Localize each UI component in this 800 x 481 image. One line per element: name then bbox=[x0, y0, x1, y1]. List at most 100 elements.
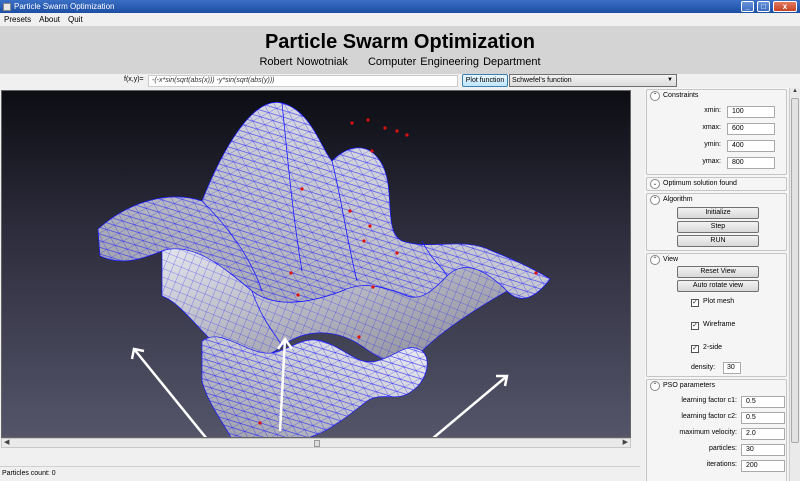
chevron-up-icon: ⌃ bbox=[650, 195, 660, 205]
surface-ridge-lines bbox=[201, 102, 448, 347]
scroll-right-icon[interactable]: ▶ bbox=[622, 439, 628, 446]
initialize-button[interactable]: Initialize bbox=[677, 207, 759, 219]
iterations-input[interactable]: 200 bbox=[741, 460, 785, 472]
learning-factor-c1-label: learning factor c1: bbox=[681, 397, 737, 404]
optimum-title: Optimum solution found bbox=[663, 180, 737, 187]
particle bbox=[296, 293, 300, 297]
surface-back-mesh bbox=[98, 102, 550, 303]
particle bbox=[534, 271, 538, 275]
xmax-input[interactable]: 600 bbox=[727, 123, 775, 135]
maximize-button[interactable]: □ bbox=[757, 1, 770, 12]
particle bbox=[370, 149, 374, 153]
chevron-up-icon: ⌃ bbox=[650, 381, 660, 391]
subtitle: Robert Nowotniak Computer Engineering De… bbox=[0, 55, 800, 69]
author-name: Robert Nowotniak bbox=[259, 56, 348, 68]
ymax-label: ymax: bbox=[702, 158, 721, 165]
status-bar: Particles count: 0 bbox=[0, 466, 640, 481]
surface-middle-mesh bbox=[162, 248, 507, 363]
ymin-input[interactable]: 400 bbox=[727, 140, 775, 152]
particle bbox=[368, 224, 372, 228]
view-title: View bbox=[663, 256, 679, 263]
particle bbox=[348, 209, 352, 213]
particles-count-status: Particles count: 0 bbox=[2, 470, 56, 477]
algorithm-header[interactable]: ⌃ Algorithm bbox=[647, 194, 786, 206]
particle bbox=[395, 251, 399, 255]
particle bbox=[383, 126, 387, 130]
preset-function-select[interactable]: Schwefel's function ▼ bbox=[509, 74, 677, 87]
plot-mesh-checkbox[interactable]: ✓ bbox=[691, 299, 699, 307]
plot-mesh-label: Plot mesh bbox=[703, 298, 735, 305]
xmin-input[interactable]: 100 bbox=[727, 106, 775, 118]
pso-parameters-group: ⌃ PSO parameters learning factor c1: 0.5… bbox=[646, 379, 787, 481]
constraints-group: ⌃ Constraints xmin: 100 xmax: 600 ymin: … bbox=[646, 89, 787, 175]
particles-input[interactable]: 30 bbox=[741, 444, 785, 456]
learning-factor-c2-input[interactable]: 0.5 bbox=[741, 412, 785, 424]
constraints-title: Constraints bbox=[663, 92, 699, 99]
pso-parameters-header[interactable]: ⌃ PSO parameters bbox=[647, 380, 786, 392]
particle bbox=[258, 421, 262, 425]
menu-quit[interactable]: Quit bbox=[68, 15, 83, 24]
algorithm-title: Algorithm bbox=[663, 196, 693, 203]
particle bbox=[362, 239, 366, 243]
window-titlebar: Particle Swarm Optimization _ □ x bbox=[0, 0, 800, 13]
two-side-label: 2-side bbox=[703, 344, 723, 351]
constraints-header[interactable]: ⌃ Constraints bbox=[647, 90, 786, 102]
close-button[interactable]: x bbox=[773, 1, 797, 12]
chevron-up-icon: ⌃ bbox=[650, 91, 660, 101]
app-header: Particle Swarm Optimization Robert Nowot… bbox=[0, 26, 800, 74]
plot-function-button[interactable]: Plot function bbox=[462, 74, 508, 87]
axis-z bbox=[278, 338, 287, 432]
particle bbox=[289, 271, 293, 275]
iterations-label: iterations: bbox=[706, 461, 737, 468]
page-title: Particle Swarm Optimization bbox=[264, 31, 536, 53]
ymin-label: ymin: bbox=[704, 141, 721, 148]
particles-label: particles: bbox=[708, 445, 737, 452]
optimum-group: ⌄ Optimum solution found bbox=[646, 177, 787, 191]
window-title: Particle Swarm Optimization bbox=[14, 2, 115, 11]
view-header[interactable]: ⌃ View bbox=[647, 254, 786, 266]
surface-front-mesh bbox=[202, 336, 428, 437]
learning-factor-c1-input[interactable]: 0.5 bbox=[741, 396, 785, 408]
vertical-scrollbar[interactable]: ▲ bbox=[789, 88, 800, 481]
maximum-velocity-input[interactable]: 2.0 bbox=[741, 428, 785, 440]
scroll-left-icon[interactable]: ◀ bbox=[4, 439, 10, 446]
scroll-up-icon[interactable]: ▲ bbox=[792, 88, 798, 94]
algorithm-group: ⌃ Algorithm Initialize Step RUN bbox=[646, 193, 787, 251]
menu-bar: Presets About Quit bbox=[0, 13, 800, 26]
two-side-checkbox[interactable]: ✓ bbox=[691, 345, 699, 353]
ymax-input[interactable]: 800 bbox=[727, 157, 775, 169]
minimize-button[interactable]: _ bbox=[741, 1, 754, 12]
wireframe-label: Wireframe bbox=[703, 321, 736, 328]
chevron-up-icon: ⌃ bbox=[650, 255, 660, 265]
menu-presets[interactable]: Presets bbox=[4, 15, 32, 24]
axis-y-arrowhead bbox=[496, 374, 509, 387]
maximum-velocity-label: maximum velocity: bbox=[679, 429, 737, 436]
particle bbox=[350, 121, 354, 125]
axis-y bbox=[432, 375, 508, 437]
scroll-thumb[interactable] bbox=[314, 440, 320, 447]
optimum-header[interactable]: ⌄ Optimum solution found bbox=[647, 178, 786, 190]
chevron-down-icon: ▼ bbox=[667, 77, 673, 83]
menu-about[interactable]: About bbox=[39, 15, 61, 24]
reset-view-button[interactable]: Reset View bbox=[677, 266, 759, 278]
particle bbox=[405, 133, 409, 137]
function-expression-input[interactable]: -(-x*sin(sqrt(abs(x))) -y*sin(sqrt(abs(y… bbox=[148, 75, 458, 87]
plot-viewport-3d[interactable] bbox=[1, 90, 631, 438]
wireframe-checkbox[interactable]: ✓ bbox=[691, 322, 699, 330]
axis-z-arrowhead bbox=[276, 336, 294, 350]
preset-selected-value: Schwefel's function bbox=[512, 77, 572, 84]
step-button[interactable]: Step bbox=[677, 221, 759, 233]
horizontal-scrollbar[interactable]: ◀ ▶ bbox=[1, 438, 631, 448]
run-button[interactable]: RUN bbox=[677, 235, 759, 247]
particle bbox=[371, 285, 375, 289]
auto-rotate-view-button[interactable]: Auto rotate view bbox=[677, 280, 759, 292]
particle bbox=[366, 118, 370, 122]
function-bar: f(x,y)= -(-x*sin(sqrt(abs(x))) -y*sin(sq… bbox=[0, 74, 800, 88]
density-input[interactable]: 30 bbox=[723, 362, 741, 374]
surface-plot bbox=[97, 102, 551, 437]
view-group: ⌃ View Reset View Auto rotate view ✓ Plo… bbox=[646, 253, 787, 377]
chevron-down-icon: ⌄ bbox=[650, 179, 660, 189]
xmax-label: xmax: bbox=[702, 124, 721, 131]
particles bbox=[258, 118, 538, 425]
scroll-thumb[interactable] bbox=[791, 98, 799, 443]
